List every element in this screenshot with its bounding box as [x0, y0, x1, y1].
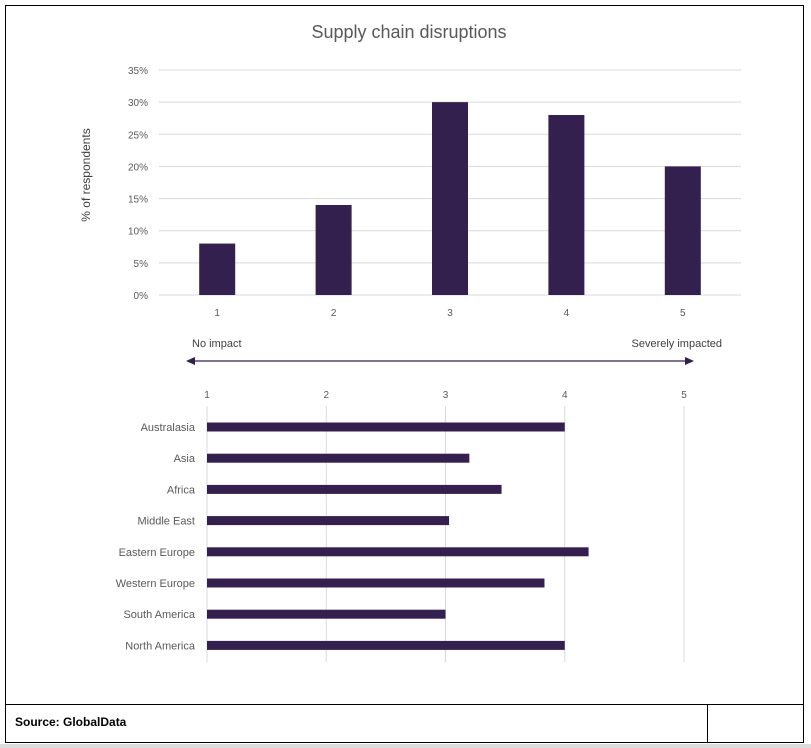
bar [207, 484, 502, 494]
bar [207, 453, 470, 463]
footer-empty-cell [708, 705, 803, 742]
region-chart-gridlines [206, 406, 685, 662]
y-axis-label: % of respondents [79, 128, 93, 221]
bar-chart-x-ticks: 1 2 3 4 5 [214, 308, 686, 319]
region-chart-bars [207, 422, 589, 650]
bar [315, 205, 352, 295]
y-tick-label: 0% [134, 291, 149, 302]
footer-cell-divider [707, 704, 708, 743]
x-tick-label: 4 [564, 308, 570, 319]
bar [207, 609, 446, 619]
x-tick-label: 2 [323, 390, 329, 401]
y-tick-label: 5% [134, 259, 149, 270]
figure-frame [5, 5, 804, 743]
x-tick-label: 1 [214, 308, 220, 319]
x-tick-label: 3 [443, 390, 449, 401]
region-chart-category-labels: Australasia Asia Africa Middle East Eastern … [116, 422, 196, 652]
y-tick-label: 35% [128, 66, 148, 77]
x-tick-label: 2 [331, 308, 337, 319]
y-tick-label: 30% [128, 98, 148, 109]
category-label: Africa [167, 484, 196, 496]
scale-arrow [186, 357, 694, 365]
category-label: North America [125, 640, 196, 652]
y-tick-label: 25% [128, 130, 148, 141]
chart-title: Supply chain disruptions [311, 22, 506, 42]
y-tick-label: 20% [128, 162, 148, 173]
bar-chart-y-ticks: 0% 5% 10% 15% 20% 25% 30% 35% [128, 66, 148, 302]
bar [207, 422, 565, 432]
bottom-strip [0, 744, 811, 748]
bar [207, 516, 450, 526]
category-label: Asia [174, 453, 196, 465]
x-tick-label: 5 [680, 308, 686, 319]
chart-area: Supply chain disruptions % of respondent… [79, 22, 741, 662]
category-label: South America [123, 609, 195, 621]
category-label: Middle East [138, 516, 195, 528]
bar-chart-bars [199, 102, 701, 296]
x-tick-label: 5 [681, 390, 687, 401]
source-note: Source: GlobalData [15, 715, 127, 729]
bar [207, 578, 545, 588]
x-tick-label: 4 [562, 390, 568, 401]
region-chart-x-ticks: 1 2 3 4 5 [204, 390, 687, 401]
bar [432, 102, 468, 296]
x-tick-label: 1 [204, 390, 210, 401]
y-tick-label: 15% [128, 195, 148, 206]
scale-label-severely-impacted: Severely impacted [632, 338, 723, 350]
category-label: Eastern Europe [119, 547, 195, 559]
category-label: Western Europe [116, 578, 195, 590]
bar [207, 547, 589, 557]
y-tick-label: 10% [128, 227, 148, 238]
footer-divider [5, 704, 804, 705]
bar [548, 115, 585, 295]
bar [207, 640, 565, 650]
bar [664, 166, 701, 295]
x-tick-label: 3 [447, 308, 453, 319]
bar [199, 243, 236, 295]
scale-label-no-impact: No impact [192, 338, 242, 350]
category-label: Australasia [141, 422, 196, 434]
